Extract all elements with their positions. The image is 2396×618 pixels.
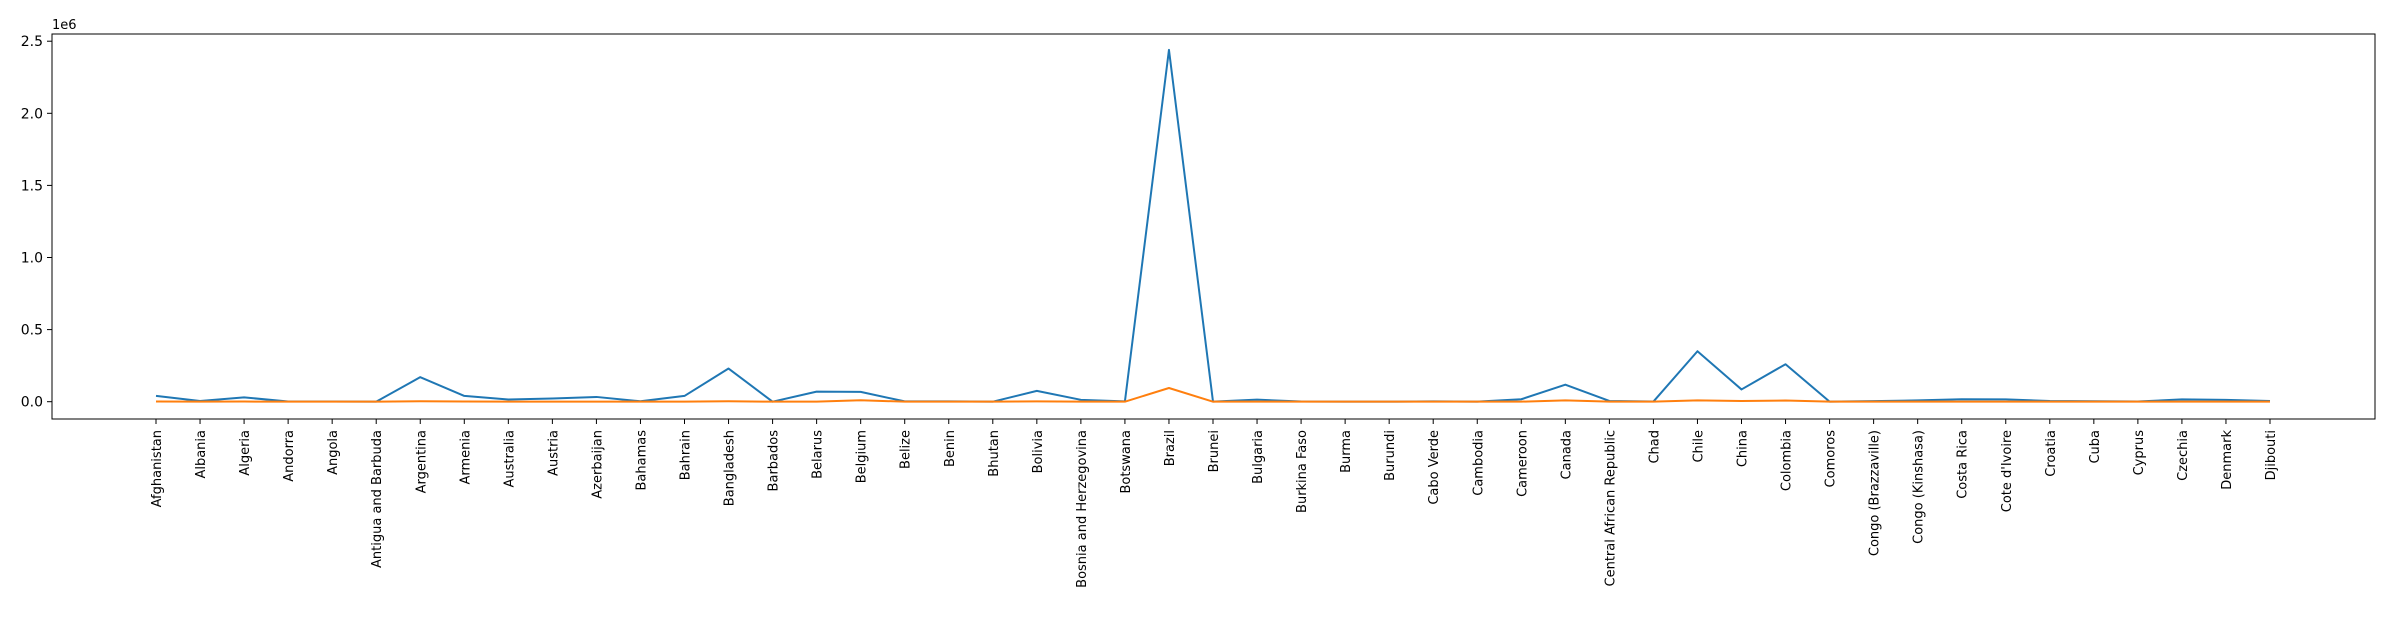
x-tick-label: Congo (Kinshasa) [1912, 430, 1927, 544]
x-tick-label: Chad [1647, 430, 1662, 464]
x-tick-label: Burkina Faso [1295, 430, 1310, 513]
x-tick-label: Bosnia and Herzegovina [1075, 430, 1090, 588]
x-tick-label: Central African Republic [1603, 430, 1618, 586]
x-tick-label: Croatia [2044, 430, 2059, 477]
x-tick-label: Cote d'Ivoire [2000, 430, 2015, 512]
y-tick-label: 0.0 [21, 395, 43, 411]
x-tick-label: Denmark [2220, 430, 2235, 490]
x-tick-label: Comoros [1824, 430, 1839, 488]
x-tick-label: Czechia [2176, 430, 2191, 481]
x-tick-label: Colombia [1780, 430, 1795, 491]
y-axis: 0.0 0.5 1.0 1.5 2.0 2.5 [21, 34, 52, 411]
x-tick-label: Cabo Verde [1427, 430, 1442, 505]
x-tick-label: Austria [546, 430, 561, 476]
x-tick-label: Benin [943, 430, 958, 467]
x-tick-label: Armenia [458, 430, 473, 485]
y-tick-label: 2.0 [21, 106, 43, 122]
x-tick-label: Australia [502, 430, 517, 488]
y-tick-label: 2.5 [21, 34, 43, 50]
y-tick-label: 1.0 [21, 251, 43, 267]
x-tick-label: Belarus [811, 430, 826, 479]
x-tick-label: Brazil [1163, 430, 1178, 466]
x-tick-label: Djibouti [2264, 430, 2279, 480]
x-tick-label: Argentina [414, 430, 429, 493]
x-tick-label: Bolivia [1031, 430, 1046, 473]
x-tick-label: Azerbaijan [590, 430, 605, 499]
x-axis: Afghanistan Albania Algeria Andorra Angola An… [150, 419, 2279, 588]
x-tick-label: China [1736, 430, 1751, 467]
x-tick-label: Canada [1559, 430, 1574, 479]
x-tick-label: Botswana [1119, 430, 1134, 494]
y-tick-label: 1.5 [21, 178, 43, 194]
x-tick-label: Costa Rica [1956, 430, 1971, 499]
x-tick-label: Congo (Brazzaville) [1868, 430, 1883, 556]
x-tick-label: Andorra [282, 430, 297, 482]
x-tick-label: Cyprus [2132, 430, 2147, 476]
x-tick-label: Belgium [855, 430, 870, 483]
x-tick-label: Cuba [2088, 430, 2103, 464]
x-tick-label: Bahrain [679, 430, 694, 480]
x-tick-label: Bhutan [987, 430, 1002, 477]
x-tick-label: Bulgaria [1251, 430, 1266, 484]
series-line-1 [155, 48, 2271, 403]
x-tick-label: Burma [1339, 430, 1354, 473]
x-tick-label: Cambodia [1471, 430, 1486, 496]
x-tick-label: Burundi [1383, 430, 1398, 481]
x-tick-label: Chile [1691, 430, 1706, 463]
x-tick-label: Bahamas [634, 430, 649, 491]
x-tick-label: Angola [326, 430, 341, 475]
x-tick-label: Belize [899, 430, 914, 469]
x-tick-label: Brunei [1207, 430, 1222, 472]
y-tick-label: 0.5 [21, 323, 43, 339]
x-tick-label: Algeria [238, 430, 253, 476]
x-tick-label: Cameroon [1515, 430, 1530, 497]
x-tick-label: Albania [194, 430, 209, 479]
x-tick-label: Barbados [767, 430, 782, 492]
series-line-2 [155, 387, 2271, 403]
y-axis-scale-label: 1e6 [52, 18, 77, 33]
plot-frame [51, 33, 2376, 420]
plot-area [51, 33, 2376, 420]
x-tick-label: Bangladesh [723, 430, 738, 506]
series-layer [155, 48, 2271, 403]
x-tick-label: Antigua and Barbuda [370, 430, 385, 568]
x-tick-label: Afghanistan [150, 430, 165, 507]
